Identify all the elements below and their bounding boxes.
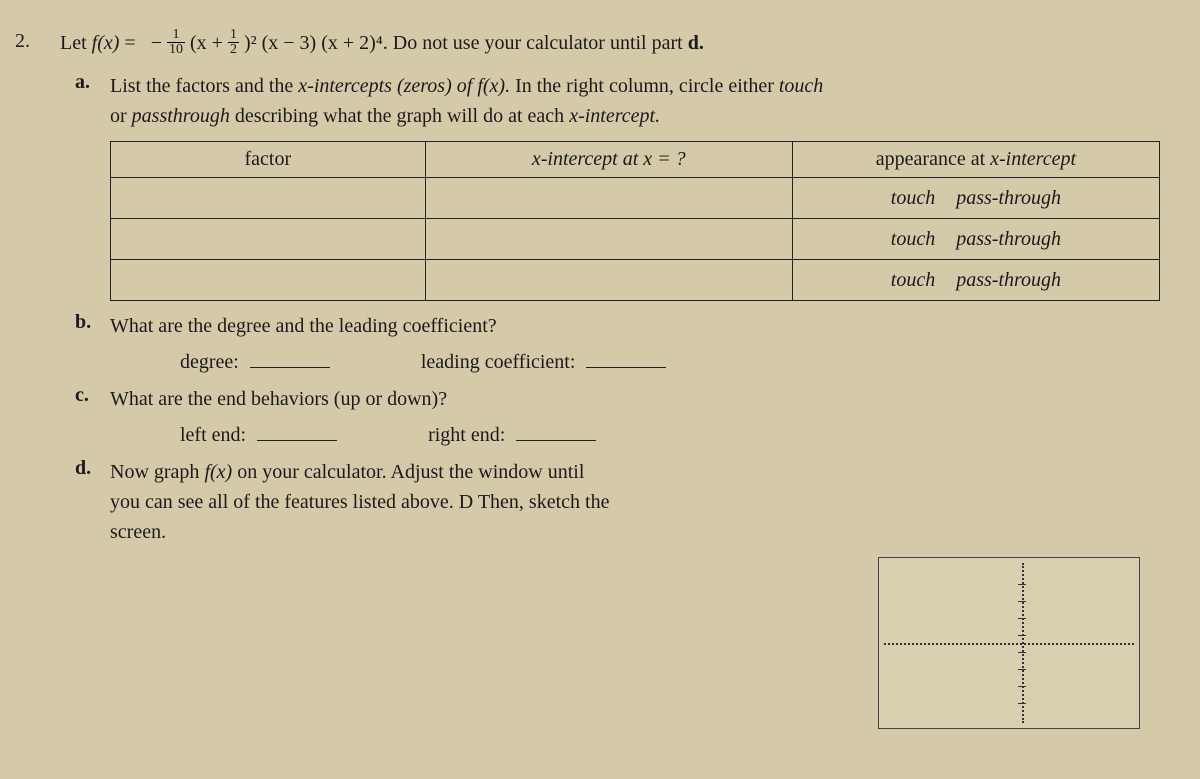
left-end-blank[interactable]	[257, 440, 337, 441]
neg-sign: −	[151, 32, 162, 54]
opt-touch-1[interactable]: touch	[891, 187, 935, 209]
factor1-close: )²	[244, 32, 257, 54]
function-definition: Let f(x) = − 1 10 (x + 1 2 )² (x − 3) (x…	[60, 30, 1160, 59]
table-header-row: factor x-intercept at x = ? appearance a…	[111, 142, 1160, 178]
part-d: d. Now graph f(x) on your calculator. Ad…	[80, 457, 1160, 547]
th-app-a: appearance at	[876, 148, 985, 170]
a-text-9: x-intercept.	[569, 105, 660, 127]
factor1-fraction: 1 2	[228, 28, 239, 57]
th-xintercept: x-intercept at x = ?	[425, 142, 792, 178]
graph-tick	[1018, 601, 1026, 602]
opt-pass-2[interactable]: pass-through	[956, 228, 1061, 250]
factor1-num: 1	[228, 28, 239, 43]
fx-name: f(x)	[92, 32, 120, 54]
part-b: b. What are the degree and the leading c…	[80, 311, 1160, 341]
equals-sign: =	[124, 32, 135, 54]
cell-appearance-1[interactable]: touch pass-through	[792, 178, 1159, 219]
instruction-tail: Do not use your calculator until part	[393, 32, 683, 54]
lc-label: leading coefficient:	[421, 351, 576, 373]
graph-tick	[1018, 703, 1026, 704]
th-appearance: appearance at x-intercept	[792, 142, 1159, 178]
a-text-7: passthrough	[132, 105, 230, 127]
th-app-b: x-intercept	[990, 148, 1076, 170]
th-xint-text: x-intercept at x = ?	[532, 148, 686, 170]
a-text-2: x-intercepts (zeros) of	[298, 75, 472, 97]
a-text-5: touch	[779, 75, 823, 97]
graph-tick	[1018, 669, 1026, 670]
part-c-text: What are the end behaviors (up or down)?	[110, 384, 1160, 414]
coeff-den: 10	[167, 43, 185, 57]
table-row: touch pass-through	[111, 260, 1160, 301]
part-d-label: d.	[75, 457, 91, 480]
opt-touch-2[interactable]: touch	[891, 228, 935, 250]
right-end-blank[interactable]	[516, 440, 596, 441]
part-a-label: a.	[75, 71, 90, 94]
graph-tick	[1018, 584, 1026, 585]
a-text-4: In the right column, circle either	[515, 75, 774, 97]
factor3: (x + 2)⁴.	[321, 32, 388, 54]
part-c: c. What are the end behaviors (up or dow…	[80, 384, 1160, 414]
a-text-1: List the factors and the	[110, 75, 293, 97]
graph-tick	[1018, 618, 1026, 619]
factor-table: factor x-intercept at x = ? appearance a…	[110, 141, 1160, 301]
cell-xint-3[interactable]	[425, 260, 792, 301]
cell-xint-1[interactable]	[425, 178, 792, 219]
lc-blank[interactable]	[586, 367, 666, 368]
a-text-8: describing what the graph will do at eac…	[235, 105, 564, 127]
graph-tick	[1018, 686, 1026, 687]
opt-pass-1[interactable]: pass-through	[956, 187, 1061, 209]
degree-blank[interactable]	[250, 367, 330, 368]
cell-factor-1[interactable]	[111, 178, 426, 219]
table-row: touch pass-through	[111, 219, 1160, 260]
a-text-6: or	[110, 105, 127, 127]
let-word: Let	[60, 32, 87, 54]
cell-appearance-3[interactable]: touch pass-through	[792, 260, 1159, 301]
cell-factor-2[interactable]	[111, 219, 426, 260]
coeff-num: 1	[167, 28, 185, 43]
factor2: (x − 3)	[262, 32, 317, 54]
d-text-5: screen.	[110, 521, 166, 543]
right-end-label: right end:	[428, 424, 505, 446]
part-c-fills: left end: right end:	[180, 424, 1160, 447]
coeff-fraction: 1 10	[167, 28, 185, 57]
d-text-1: Now graph	[110, 461, 199, 483]
opt-pass-3[interactable]: pass-through	[956, 269, 1061, 291]
part-c-label: c.	[75, 384, 89, 407]
opt-touch-3[interactable]: touch	[891, 269, 935, 291]
th-factor: factor	[111, 142, 426, 178]
part-a: a. List the factors and the x-intercepts…	[80, 71, 1160, 131]
cell-factor-3[interactable]	[111, 260, 426, 301]
graph-x-axis	[884, 643, 1134, 645]
degree-label: degree:	[180, 351, 239, 373]
d-text-2: f(x)	[204, 461, 232, 483]
part-d-ref: d.	[688, 32, 704, 54]
left-end-label: left end:	[180, 424, 246, 446]
cell-xint-2[interactable]	[425, 219, 792, 260]
factor1-den: 2	[228, 43, 239, 57]
d-text-3: on your calculator. Adjust the window un…	[237, 461, 584, 483]
a-text-3: f(x).	[477, 75, 510, 97]
problem-number: 2.	[15, 30, 55, 53]
part-b-label: b.	[75, 311, 91, 334]
graph-y-axis	[1022, 563, 1024, 723]
d-text-4: you can see all of the features listed a…	[110, 491, 609, 513]
graph-tick	[1018, 652, 1026, 653]
graph-tick	[1018, 635, 1026, 636]
part-b-text: What are the degree and the leading coef…	[110, 311, 1160, 341]
factor1-open: (x +	[190, 32, 223, 54]
part-b-fills: degree: leading coefficient:	[180, 351, 1160, 374]
cell-appearance-2[interactable]: touch pass-through	[792, 219, 1159, 260]
table-row: touch pass-through	[111, 178, 1160, 219]
graph-sketch-box[interactable]	[878, 557, 1140, 729]
